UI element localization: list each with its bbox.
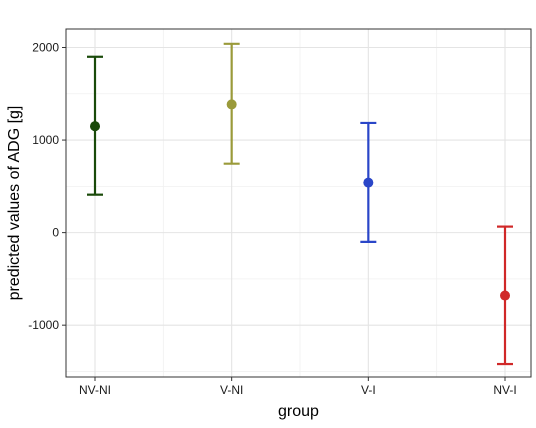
y-axis: 2000 1000 0 -1000 bbox=[28, 41, 66, 332]
point-v-i bbox=[363, 177, 374, 188]
y-tick-label: 2000 bbox=[32, 41, 59, 55]
point-v-ni bbox=[226, 99, 237, 110]
errorbar-group-v-ni bbox=[223, 42, 240, 165]
x-tick-label: NV-I bbox=[493, 383, 516, 397]
panel-border bbox=[65, 28, 532, 378]
errorbar-group-nv-ni bbox=[87, 55, 103, 196]
y-tick-label: -1000 bbox=[28, 318, 59, 332]
y-tick-label: 1000 bbox=[32, 133, 59, 147]
y-tick-label: 0 bbox=[52, 226, 59, 240]
point-nv-ni bbox=[90, 121, 100, 132]
minor-gridlines bbox=[66, 29, 531, 377]
y-axis-title: predicted values of ADG [g] bbox=[6, 106, 23, 301]
data-marks bbox=[87, 42, 513, 366]
x-axis: NV-NI V-NI V-I NV-I bbox=[79, 377, 517, 397]
x-tick-label: NV-NI bbox=[79, 383, 111, 397]
x-tick-label: V-NI bbox=[220, 383, 243, 397]
errorbar-group-nv-i bbox=[497, 225, 513, 366]
x-tick-label: V-I bbox=[361, 383, 376, 397]
x-axis-title: group bbox=[278, 403, 319, 420]
errorbar-group-v-i bbox=[360, 121, 377, 243]
point-nv-i bbox=[500, 290, 510, 301]
panel-background bbox=[66, 29, 531, 377]
